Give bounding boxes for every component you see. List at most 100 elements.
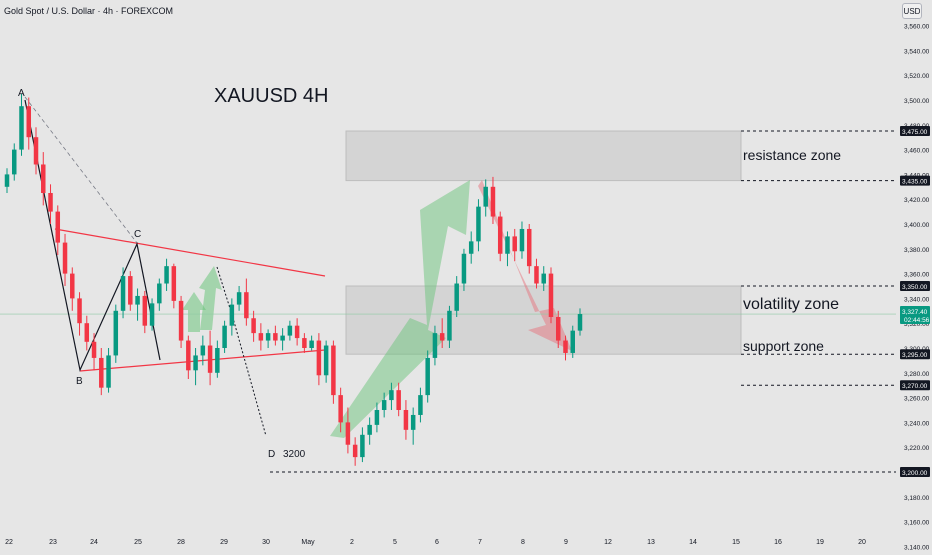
y-tick-label: 3,420.00 (904, 197, 930, 204)
candle-body (113, 310, 119, 356)
y-tick-label: 3,260.00 (904, 396, 930, 403)
candle-body (55, 211, 61, 243)
candle-body (468, 241, 474, 254)
y-axis[interactable]: 3,120.003,140.003,160.003,180.003,200.00… (900, 24, 930, 551)
price-tag-label: 3,350.00 (902, 284, 928, 291)
candles-layer (4, 93, 583, 466)
point-b-label: B (76, 376, 83, 387)
candle-body (548, 273, 554, 317)
x-tick-label: 24 (90, 539, 98, 546)
last-price-label: 3,327.40 (902, 309, 928, 316)
candle-body (258, 333, 264, 341)
candle-body (497, 216, 503, 254)
candle-body (48, 193, 53, 212)
x-tick-label: 7 (478, 539, 482, 546)
y-tick-label: 3,160.00 (904, 520, 930, 527)
candle-body (294, 325, 300, 339)
candle-body (410, 414, 416, 430)
candle-body (273, 333, 278, 341)
resistance-zone-label: resistance zone (743, 147, 841, 163)
labels-layer: XAUUSD 4H A B C D 3200 resistance zone volatili… (18, 85, 841, 460)
currency-button[interactable]: USD (902, 3, 922, 19)
x-tick-label: 13 (647, 539, 655, 546)
candle-body (19, 106, 24, 150)
y-tick-label: 3,340.00 (904, 296, 930, 303)
candle-body (41, 164, 46, 193)
resistance-zone-box (345, 130, 742, 182)
candle-body (512, 236, 517, 252)
candle-body (26, 106, 32, 138)
x-tick-label: 6 (435, 539, 439, 546)
x-tick-label: 25 (134, 539, 142, 546)
candle-body (505, 236, 510, 254)
candle-body (345, 422, 351, 445)
candle-body (207, 345, 213, 373)
price-tag (900, 126, 930, 136)
candle-body (4, 174, 10, 187)
x-tick-label: 29 (220, 539, 228, 546)
a-to-c-line (24, 96, 138, 244)
candle-body (171, 266, 177, 301)
candle-body (570, 330, 575, 353)
candle-body (215, 348, 220, 373)
candle-body (432, 333, 438, 358)
candle-body (236, 292, 242, 305)
candle-body (526, 228, 532, 267)
candle-body (280, 335, 285, 341)
price-tag-label: 3,295.00 (902, 352, 928, 359)
candle-body (70, 273, 75, 299)
candle-body (331, 345, 336, 396)
candle-body (186, 340, 191, 371)
candle-body (389, 390, 394, 401)
candle-body (490, 186, 496, 217)
y-tick-label: 3,180.00 (904, 495, 930, 502)
y-tick-label: 3,280.00 (904, 371, 930, 378)
candle-body (106, 355, 111, 388)
candle-body (447, 310, 452, 341)
candle-body (91, 341, 97, 358)
candle-body (360, 434, 365, 458)
support-zone-label: support zone (743, 338, 824, 354)
candle-body (99, 357, 104, 388)
price-tag-label: 3,200.00 (902, 470, 928, 477)
candle-body (222, 325, 227, 348)
last-price-tag (900, 306, 930, 325)
candle-body (316, 340, 322, 376)
y-tick-label: 3,220.00 (904, 445, 930, 452)
candle-body (563, 340, 568, 353)
candle-body (164, 266, 169, 284)
chart-label: XAUUSD 4H (214, 85, 328, 107)
price-tag (900, 281, 930, 291)
plot-background (0, 0, 896, 536)
y-tick-label: 3,520.00 (904, 73, 930, 80)
point-c-label: C (134, 229, 141, 240)
candle-body (396, 390, 401, 410)
candle-body (352, 444, 358, 458)
y-tick-label: 3,500.00 (904, 98, 930, 105)
candle-body (476, 206, 481, 242)
candle-body (84, 323, 90, 342)
candle-body (193, 355, 198, 371)
candle-body (287, 325, 293, 336)
x-tick-label: 16 (774, 539, 782, 546)
y-tick-label: 3,360.00 (904, 272, 930, 279)
y-tick-label: 3,140.00 (904, 544, 930, 550)
candle-body (142, 295, 148, 326)
candle-body (229, 304, 235, 326)
x-tick-label: 5 (393, 539, 397, 546)
x-axis[interactable]: 22 23 24 25 28 29 30 May 2 5 6 7 8 9 12 13 14 15 16 19 20 (5, 539, 866, 546)
candle-body (439, 333, 445, 341)
candle-body (338, 395, 343, 423)
candle-body (461, 253, 467, 284)
price-tag-label: 3,435.00 (902, 179, 928, 186)
y-tick-label: 3,320.00 (904, 321, 930, 328)
y-tick-label: 3,540.00 (904, 48, 930, 55)
x-tick-label: 28 (177, 539, 185, 546)
candle-body (381, 400, 387, 410)
candle-body (577, 314, 583, 331)
abc-path (24, 99, 161, 372)
candle-body (135, 295, 140, 305)
x-tick-label: 8 (521, 539, 525, 546)
